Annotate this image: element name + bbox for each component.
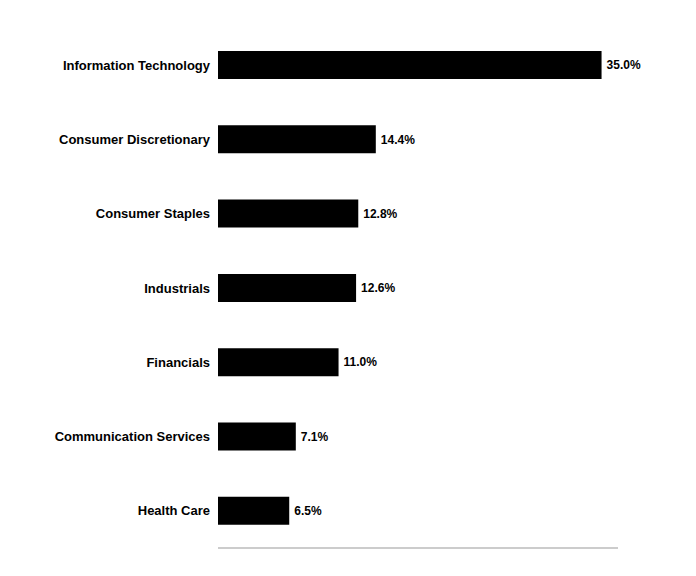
svg-text:Consumer Staples: Consumer Staples bbox=[96, 206, 210, 221]
svg-text:11.0%: 11.0% bbox=[344, 355, 378, 369]
svg-text:12.8%: 12.8% bbox=[363, 207, 397, 221]
svg-text:Communication Services: Communication Services bbox=[55, 429, 210, 444]
svg-text:Consumer Discretionary: Consumer Discretionary bbox=[59, 132, 211, 147]
svg-text:12.6%: 12.6% bbox=[361, 281, 395, 295]
svg-text:6.5%: 6.5% bbox=[294, 504, 322, 518]
svg-text:7.1%: 7.1% bbox=[301, 430, 329, 444]
svg-text:Health Care: Health Care bbox=[138, 503, 210, 518]
svg-text:Financials: Financials bbox=[146, 355, 210, 370]
svg-text:14.4%: 14.4% bbox=[381, 133, 415, 147]
svg-text:35.0%: 35.0% bbox=[607, 58, 641, 72]
svg-text:Information Technology: Information Technology bbox=[63, 58, 211, 73]
svg-text:Industrials: Industrials bbox=[144, 281, 210, 296]
